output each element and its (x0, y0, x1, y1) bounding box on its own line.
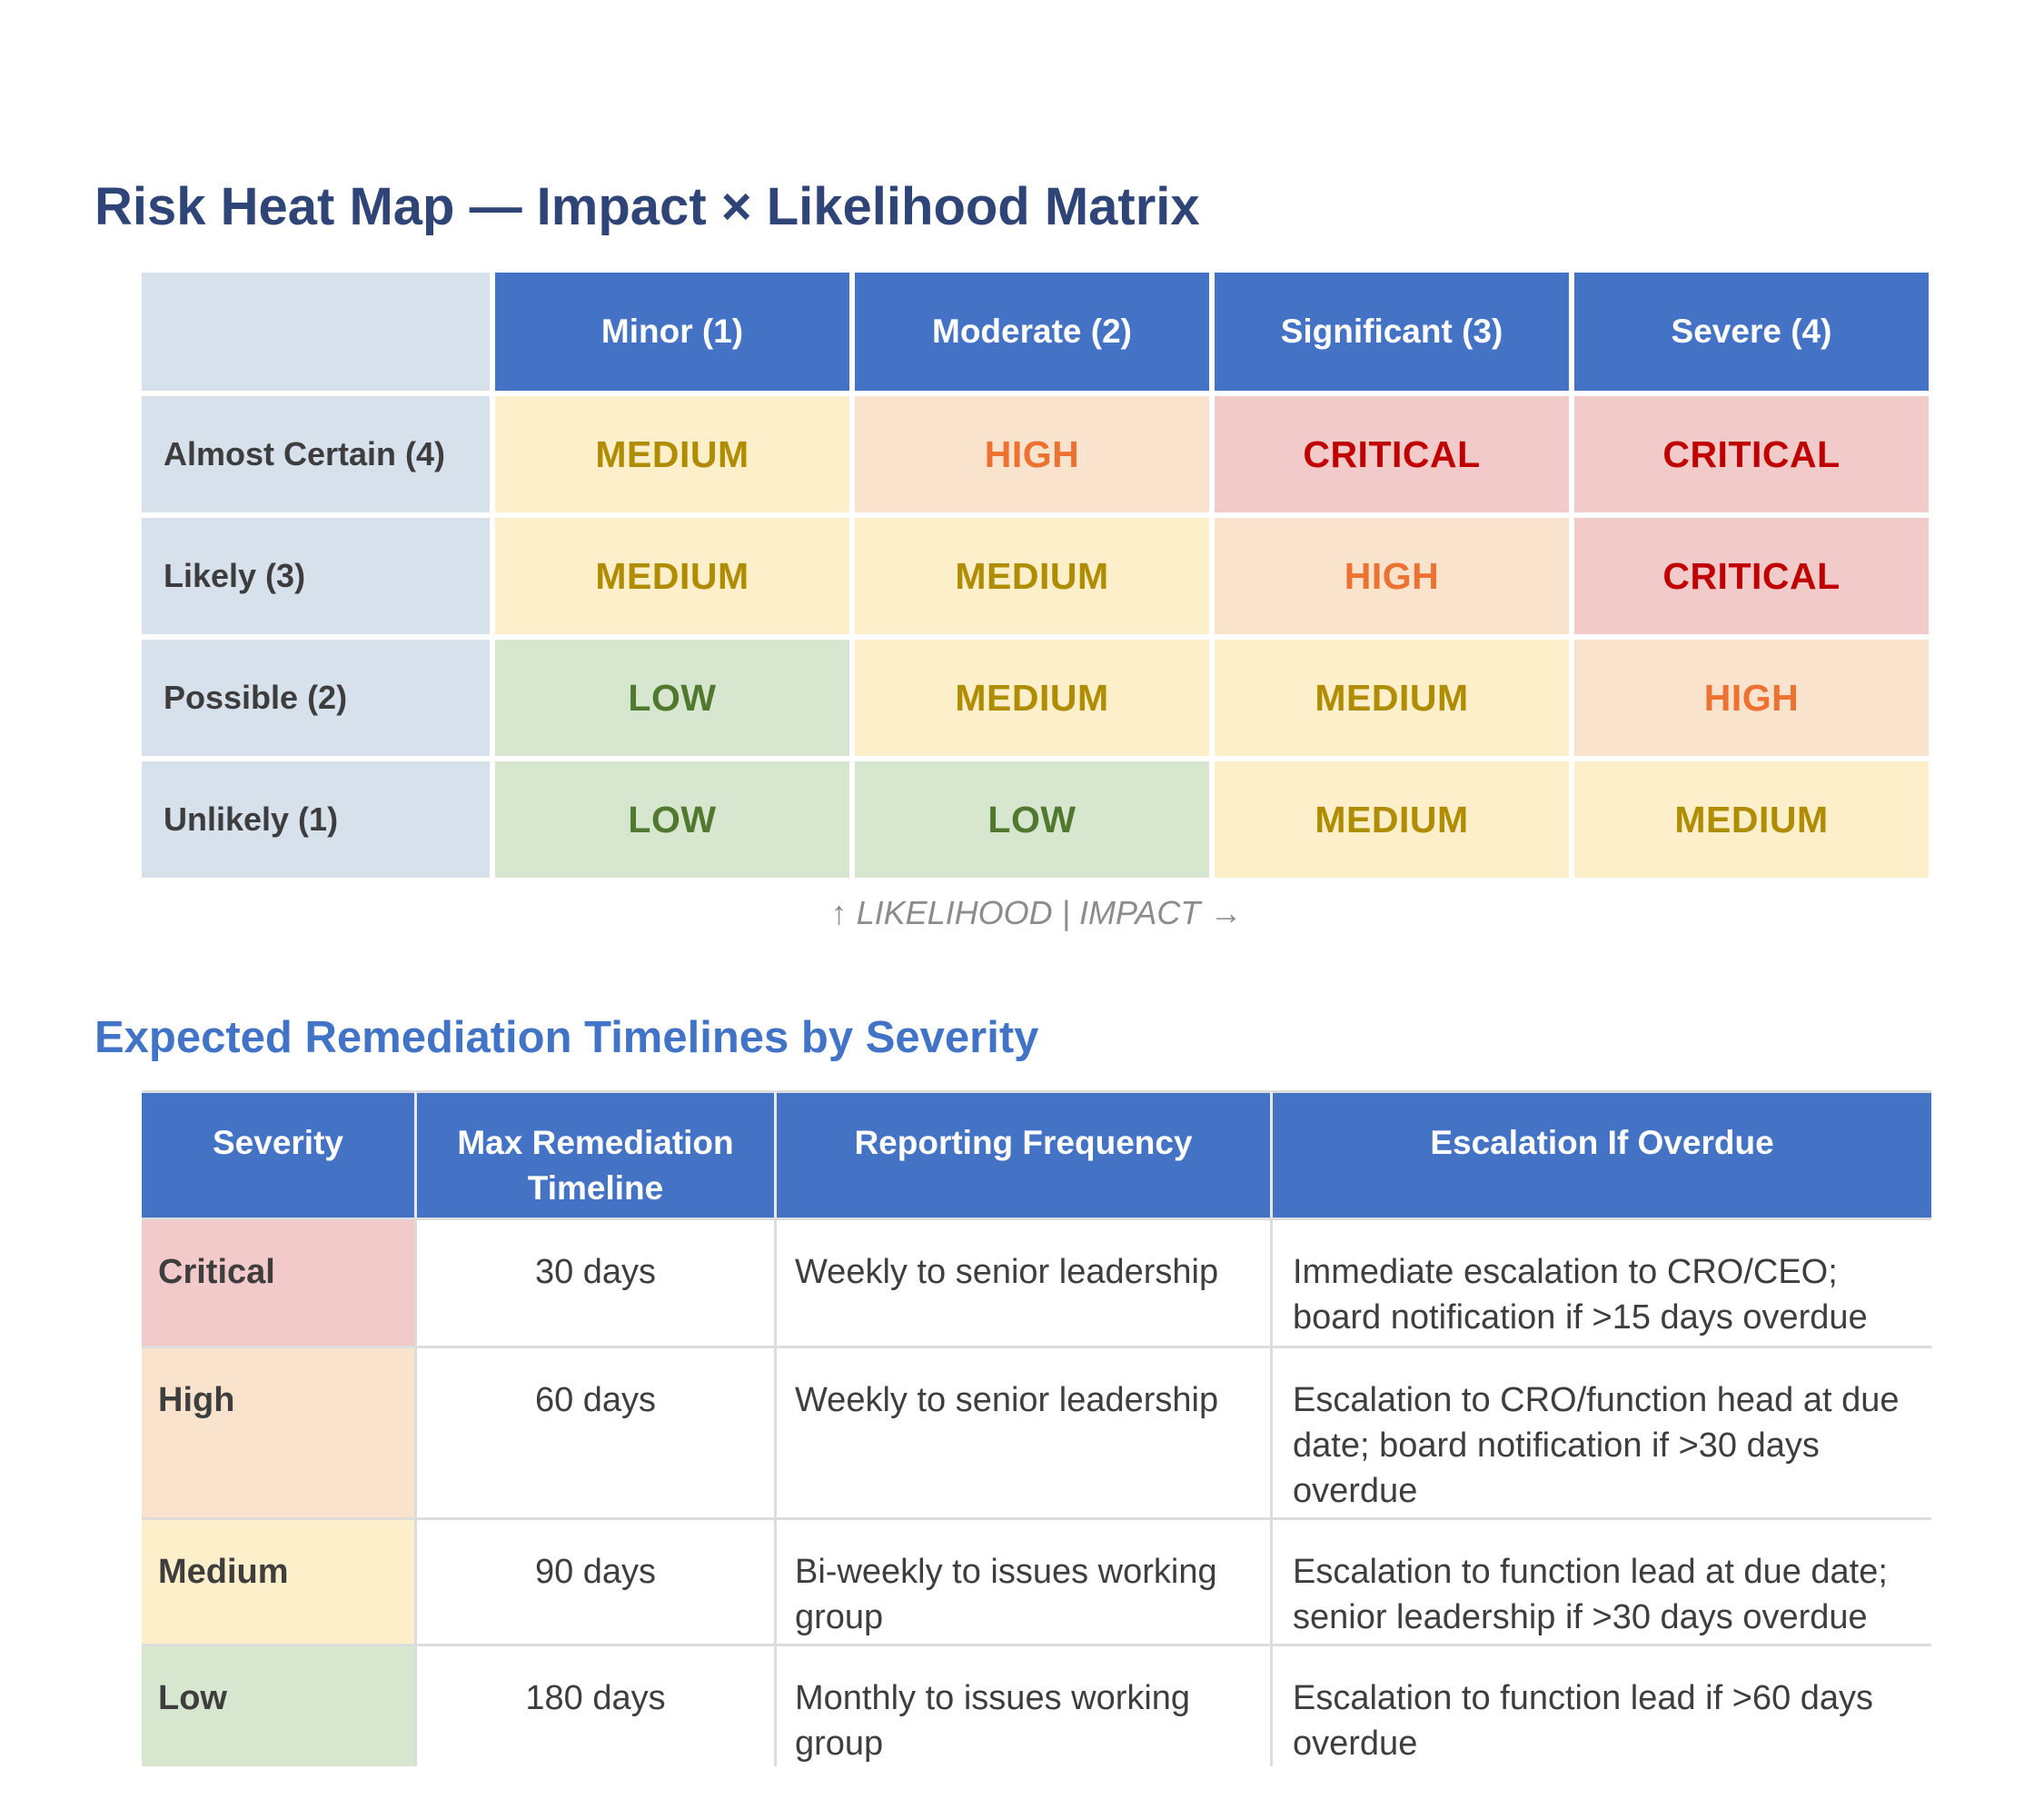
table-row-low: Low 180 days Monthly to issues working g… (142, 1644, 1931, 1766)
likelihood-label-unlikely: Unlikely (1) (142, 761, 490, 878)
section-title-remediation-timelines: Expected Remediation Timelines by Severi… (94, 1013, 1039, 1062)
heatmap-cell-r0c2: CRITICAL (1215, 396, 1569, 512)
heatmap-cell-r0c3: CRITICAL (1574, 396, 1929, 512)
column-header-reporting-frequency: Reporting Frequency (774, 1090, 1270, 1218)
column-header-max-remediation-timeline: Max Remediation Timeline (414, 1090, 774, 1218)
heatmap-cell-r3c2: MEDIUM (1215, 761, 1569, 878)
timeline-cell: 180 days (414, 1644, 774, 1766)
heatmap-cell-r2c1: MEDIUM (855, 640, 1209, 756)
page-title: Risk Heat Map — Impact × Likelihood Matr… (94, 177, 1200, 236)
timeline-cell: 60 days (414, 1346, 774, 1517)
heatmap-cell-r3c1: LOW (855, 761, 1209, 878)
severity-cell: Low (142, 1644, 414, 1766)
likelihood-label-likely: Likely (3) (142, 518, 490, 634)
heatmap-cell-r1c0: MEDIUM (495, 518, 849, 634)
impact-header-moderate: Moderate (2) (855, 273, 1209, 391)
heatmap-cell-r2c2: MEDIUM (1215, 640, 1569, 756)
table-row-high: High 60 days Weekly to senior leadership… (142, 1346, 1931, 1517)
timeline-cell: 30 days (414, 1218, 774, 1346)
impact-header-severe: Severe (4) (1574, 273, 1929, 391)
heatmap-cell-r2c0: LOW (495, 640, 849, 756)
frequency-cell: Weekly to senior leadership (774, 1218, 1270, 1346)
impact-header-minor: Minor (1) (495, 273, 849, 391)
escalation-cell: Immediate escalation to CRO/CEO; board n… (1270, 1218, 1931, 1346)
heatmap-cell-r1c2: HIGH (1215, 518, 1569, 634)
escalation-cell: Escalation to CRO/function head at due d… (1270, 1346, 1931, 1517)
likelihood-label-possible: Possible (2) (142, 640, 490, 756)
escalation-cell: Escalation to function lead if >60 days … (1270, 1644, 1931, 1766)
column-header-severity: Severity (142, 1090, 414, 1218)
impact-header-significant: Significant (3) (1215, 273, 1569, 391)
heatmap-cell-r3c0: LOW (495, 761, 849, 878)
heatmap-cell-r3c3: MEDIUM (1574, 761, 1929, 878)
likelihood-label-almost-certain: Almost Certain (4) (142, 396, 490, 512)
column-header-escalation-if-overdue: Escalation If Overdue (1270, 1090, 1931, 1218)
remediation-timelines-table: Severity Max Remediation Timeline Report… (142, 1090, 1931, 1766)
risk-heatmap-table: Minor (1) Moderate (2) Significant (3) S… (142, 273, 1929, 878)
axis-caption: ↑ LIKELIHOOD | IMPACT → (830, 894, 1243, 931)
heatmap-cell-r0c0: MEDIUM (495, 396, 849, 512)
frequency-cell: Bi-weekly to issues working group (774, 1517, 1270, 1644)
heatmap-cell-r1c3: CRITICAL (1574, 518, 1929, 634)
frequency-cell: Weekly to senior leadership (774, 1346, 1270, 1517)
severity-cell: Critical (142, 1218, 414, 1346)
heatmap-cell-r0c1: HIGH (855, 396, 1209, 512)
timelines-header-row: Severity Max Remediation Timeline Report… (142, 1090, 1931, 1218)
frequency-cell: Monthly to issues working group (774, 1644, 1270, 1766)
severity-cell: High (142, 1346, 414, 1517)
heatmap-cell-r2c3: HIGH (1574, 640, 1929, 756)
table-row-medium: Medium 90 days Bi-weekly to issues worki… (142, 1517, 1931, 1644)
severity-cell: Medium (142, 1517, 414, 1644)
heatmap-cell-r1c1: MEDIUM (855, 518, 1209, 634)
escalation-cell: Escalation to function lead at due date;… (1270, 1517, 1931, 1644)
table-row-critical: Critical 30 days Weekly to senior leader… (142, 1218, 1931, 1346)
timeline-cell: 90 days (414, 1517, 774, 1644)
heatmap-corner-cell (142, 273, 490, 391)
